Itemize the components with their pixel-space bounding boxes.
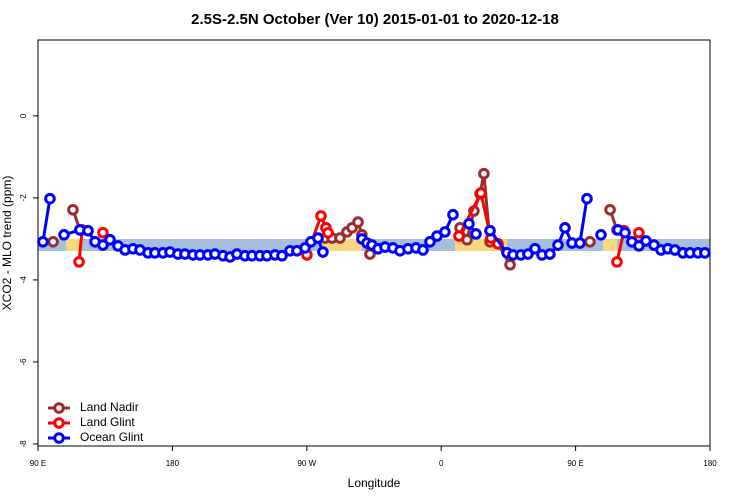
point xyxy=(315,210,327,222)
y-tick-label: -8 xyxy=(19,440,28,448)
land-band xyxy=(603,239,617,251)
point xyxy=(633,226,645,239)
point xyxy=(475,187,487,199)
point xyxy=(470,228,482,240)
land-band xyxy=(66,239,82,251)
point xyxy=(104,233,116,246)
point xyxy=(73,256,85,268)
point xyxy=(699,247,711,259)
point xyxy=(463,217,475,230)
point xyxy=(424,235,436,248)
x-tick-label: 90 E xyxy=(30,459,46,468)
x-tick-label: 180 xyxy=(166,459,180,468)
point xyxy=(581,192,593,205)
point xyxy=(44,192,56,205)
point xyxy=(58,228,70,241)
point xyxy=(439,226,451,238)
point xyxy=(574,237,586,249)
point xyxy=(312,232,324,244)
x-tick-label: 90 W xyxy=(297,459,316,468)
point xyxy=(276,249,288,262)
y-tick-label: 0 xyxy=(19,113,28,118)
legend-label: Land Glint xyxy=(80,415,135,429)
legend-label: Land Nadir xyxy=(80,400,139,414)
point xyxy=(478,167,490,180)
legend-marker xyxy=(53,417,65,429)
point xyxy=(447,208,459,221)
chart-title: 2.5S-2.5N October (Ver 10) 2015-01-01 to… xyxy=(191,11,559,28)
y-axis-label: XCO2 - MLO trend (ppm) xyxy=(0,176,14,311)
point xyxy=(317,246,329,258)
x-tick-label: 180 xyxy=(703,459,717,468)
point xyxy=(604,203,616,216)
legend-marker xyxy=(53,432,65,444)
point xyxy=(67,203,79,216)
point xyxy=(595,228,607,241)
point xyxy=(611,256,623,268)
y-tick-label: -6 xyxy=(19,358,28,366)
point xyxy=(522,248,534,260)
point xyxy=(417,244,429,256)
y-tick-label: -2 xyxy=(19,194,28,202)
point xyxy=(559,222,571,234)
point xyxy=(352,216,364,228)
point xyxy=(47,235,59,248)
y-tick-label: -4 xyxy=(19,276,28,284)
point xyxy=(484,224,496,237)
point xyxy=(37,235,49,248)
point xyxy=(619,226,631,239)
point xyxy=(334,232,346,244)
legend-marker xyxy=(53,402,65,414)
legend-label: Ocean Glint xyxy=(80,430,144,444)
point xyxy=(82,224,94,237)
point xyxy=(584,235,596,248)
point xyxy=(552,239,564,251)
point xyxy=(504,258,516,271)
point xyxy=(97,226,109,239)
x-tick-label: 0 xyxy=(439,459,444,468)
point xyxy=(322,226,334,239)
x-tick-label: 90 E xyxy=(567,459,583,468)
point xyxy=(453,230,465,242)
x-axis-label: Longitude xyxy=(348,476,401,490)
point xyxy=(529,242,541,255)
point xyxy=(544,248,556,260)
point xyxy=(97,239,109,251)
